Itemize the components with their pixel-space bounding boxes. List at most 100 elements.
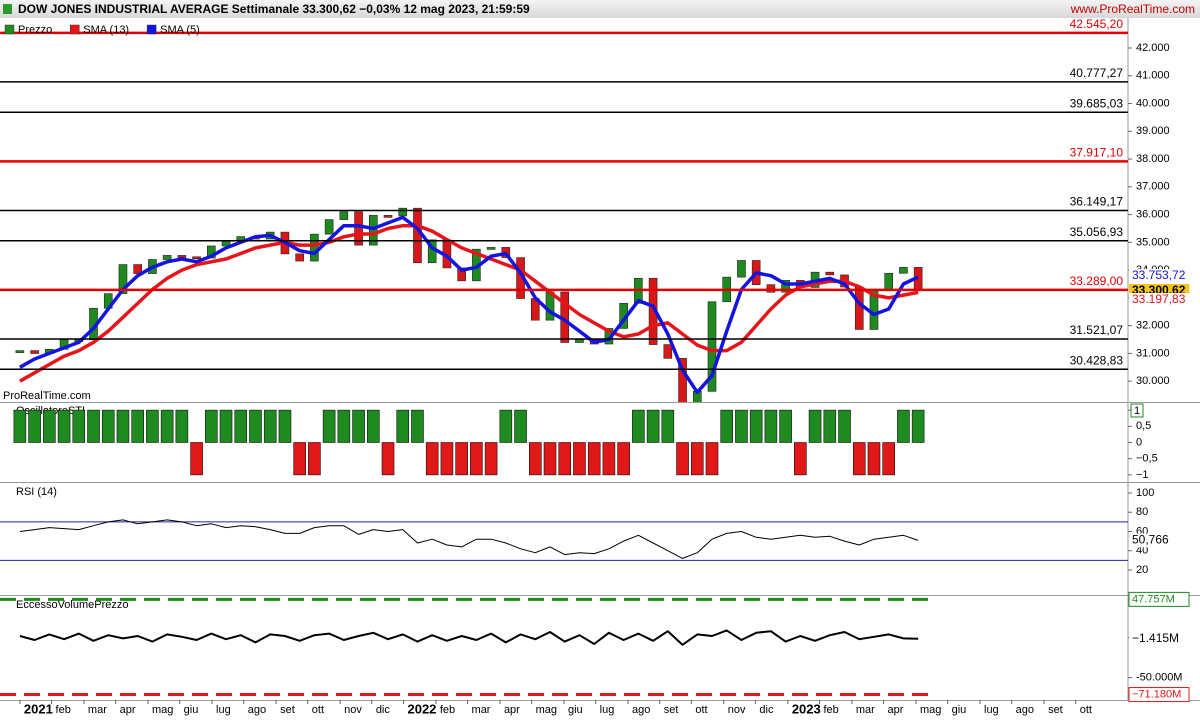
candle bbox=[354, 211, 363, 246]
x-tick-label: set bbox=[664, 704, 679, 716]
x-tick-label: ott bbox=[312, 704, 324, 716]
candle bbox=[15, 350, 25, 353]
candle bbox=[413, 207, 422, 264]
sti-bar bbox=[543, 442, 557, 476]
sti-bar bbox=[263, 409, 277, 443]
legend-label: SMA (5) bbox=[160, 24, 200, 36]
indicator-line bbox=[19, 519, 919, 559]
sti-bar bbox=[234, 409, 248, 443]
candle bbox=[678, 358, 687, 402]
sti-bar bbox=[838, 409, 851, 443]
x-tick-label: ago bbox=[1016, 704, 1034, 716]
y-tick-label: 100 bbox=[1136, 487, 1154, 499]
sti-bar bbox=[573, 442, 586, 476]
sti-bar bbox=[646, 409, 660, 443]
sti-bar bbox=[219, 409, 233, 443]
last-value-label: 50,766 bbox=[1132, 533, 1169, 547]
sti-bar bbox=[617, 442, 630, 476]
indicator-line bbox=[19, 629, 919, 646]
y-tick-label: 40.000 bbox=[1136, 97, 1170, 109]
candle bbox=[162, 255, 172, 260]
y-tick-label: 0 bbox=[1136, 436, 1142, 448]
app-icon bbox=[3, 4, 12, 14]
sti-bar bbox=[308, 442, 321, 476]
candle bbox=[766, 284, 776, 293]
price-plot bbox=[15, 207, 923, 402]
x-tick-label: set bbox=[280, 704, 295, 716]
candle bbox=[118, 264, 128, 294]
sti-bar bbox=[425, 442, 439, 476]
x-tick-label: lug bbox=[216, 704, 231, 716]
level-label: 35.056,93 bbox=[1070, 225, 1124, 239]
sti-bar bbox=[587, 442, 601, 476]
last-value-box bbox=[1129, 631, 1184, 646]
last-value-box bbox=[1130, 403, 1144, 418]
candle bbox=[692, 391, 702, 402]
header-title: DOW JONES INDUSTRIAL AVERAGE Settimanale… bbox=[18, 2, 530, 16]
y-tick-label: 42.000 bbox=[1136, 42, 1170, 54]
sti-bar bbox=[632, 409, 645, 443]
level-label: 31.521,07 bbox=[1070, 323, 1124, 337]
level-label: 47.757M bbox=[1132, 593, 1175, 605]
x-tick-label: mar bbox=[472, 704, 491, 716]
y-tick-label: 41.000 bbox=[1136, 70, 1170, 82]
sti-bar bbox=[514, 409, 527, 443]
sti-bar bbox=[146, 409, 159, 443]
candle bbox=[310, 233, 319, 262]
x-tick-label: ago bbox=[248, 704, 266, 716]
x-tick-label: 2023 bbox=[792, 701, 821, 716]
sti-bar bbox=[484, 442, 498, 476]
legend-label: Prezzo bbox=[18, 24, 52, 36]
level-label: 33.289,00 bbox=[1070, 274, 1124, 288]
y-tick-label: 38.000 bbox=[1136, 153, 1170, 165]
x-tick-label: nov bbox=[728, 704, 746, 716]
x-tick-label: feb bbox=[56, 704, 71, 716]
candle bbox=[884, 272, 894, 291]
level-label: −71.180M bbox=[1132, 688, 1181, 700]
sti-bar bbox=[455, 442, 468, 476]
y-tick-label: 0,5 bbox=[1136, 420, 1151, 432]
last-value-label: 1 bbox=[1134, 405, 1140, 417]
x-tick-label: nov bbox=[344, 704, 362, 716]
level-label: 36.149,17 bbox=[1070, 195, 1124, 209]
sti-bar bbox=[911, 409, 925, 443]
x-tick-label: mag bbox=[920, 704, 941, 716]
x-tick-label: giu bbox=[184, 704, 199, 716]
last-value-label: −1.415M bbox=[1132, 631, 1179, 645]
sti-bar bbox=[794, 442, 807, 476]
x-tick-label: ott bbox=[1080, 704, 1092, 716]
x-tick-label: giu bbox=[568, 704, 583, 716]
level-label: 42.545,20 bbox=[1070, 17, 1124, 31]
sti-bar bbox=[440, 442, 454, 476]
sti-bar bbox=[764, 409, 778, 443]
candle bbox=[825, 271, 835, 276]
sti-bar bbox=[367, 409, 380, 443]
sti-bar bbox=[720, 409, 734, 443]
last-value-box bbox=[1129, 293, 1190, 307]
x-tick-label: 2022 bbox=[407, 701, 436, 716]
sma-line bbox=[19, 223, 919, 383]
y-tick-label: −0,5 bbox=[1136, 453, 1158, 465]
y-tick-label: 40 bbox=[1136, 545, 1148, 557]
sti-bar bbox=[396, 409, 410, 443]
x-tick-label: mag bbox=[152, 704, 173, 716]
legend-swatch bbox=[146, 24, 157, 35]
last-value-box bbox=[1129, 269, 1190, 283]
x-tick-label: mar bbox=[88, 704, 107, 716]
last-value-box bbox=[1129, 533, 1173, 548]
sti-bar bbox=[558, 442, 572, 476]
x-tick-label: feb bbox=[440, 704, 455, 716]
header-bar bbox=[0, 0, 1200, 18]
sti-bar bbox=[749, 409, 763, 443]
candle bbox=[737, 260, 746, 278]
sti-bar bbox=[43, 409, 56, 443]
sti-bar bbox=[278, 409, 292, 443]
sti-bar bbox=[160, 409, 174, 443]
x-tick-label: mag bbox=[536, 704, 557, 716]
x-tick-label: apr bbox=[888, 704, 904, 716]
candle bbox=[486, 247, 496, 250]
sti-bar bbox=[690, 442, 704, 476]
sti-bar bbox=[852, 442, 866, 476]
x-tick-label: set bbox=[1048, 704, 1063, 716]
